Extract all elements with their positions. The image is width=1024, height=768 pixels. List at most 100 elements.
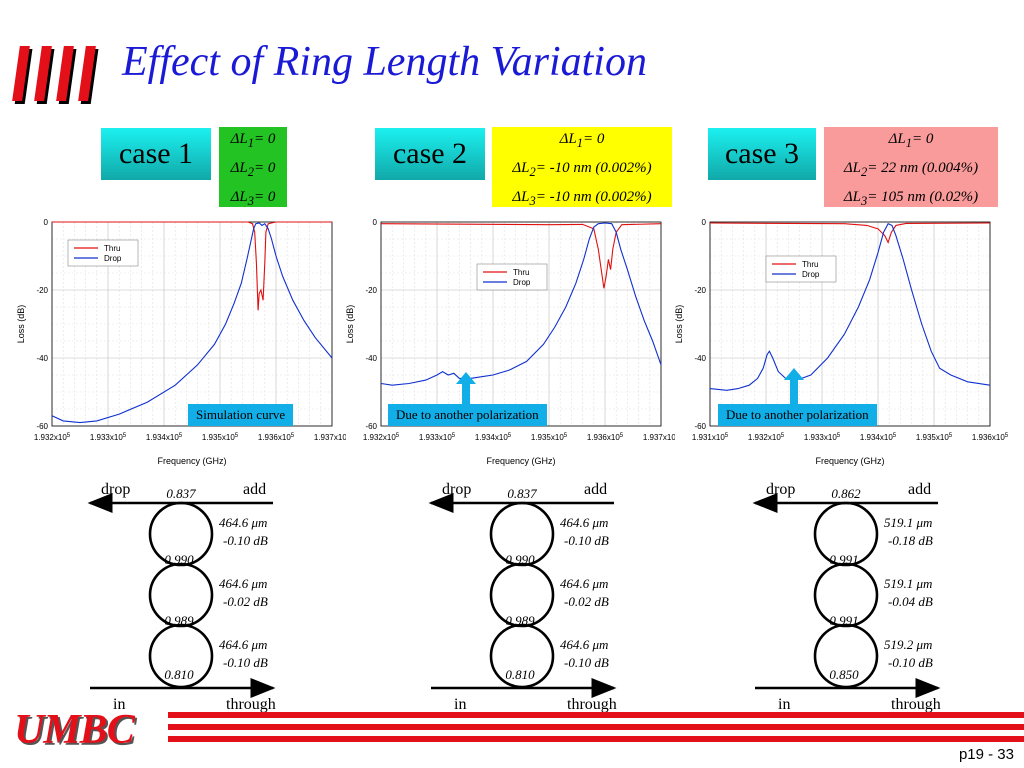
- delta-symbol: ΔL3=: [512, 189, 550, 208]
- x-tick-label: 1.932x105: [748, 433, 785, 442]
- y-tick-label: -20: [36, 286, 48, 295]
- case-2-label: case 2: [375, 128, 485, 180]
- y-tick-label: -40: [694, 354, 706, 363]
- ring-resonator: [148, 623, 214, 689]
- case-2-param-2: -10 nm (0.002%): [549, 160, 652, 176]
- legend-box: [67, 239, 139, 267]
- ring-loss: -0.10 dB: [564, 655, 609, 670]
- y-tick-label: 0: [44, 218, 49, 227]
- ring-length: 519.1 μm: [884, 515, 932, 530]
- delta-symbol: ΔL1=: [230, 131, 268, 150]
- ring-loss: -0.10 dB: [564, 533, 609, 548]
- ring-loss: -0.10 dB: [223, 655, 268, 670]
- x-tick-label: 1.931x105: [692, 433, 729, 442]
- x-tick-label: 1.932x105: [34, 433, 71, 442]
- coupling-coefficient: 0.990: [164, 552, 194, 567]
- chart-svg: 0 -20 -40 -60 1.932x105 1.933x105 1.934x105 1.9…: [16, 218, 351, 466]
- logo-stripe: [12, 46, 30, 101]
- series-line-thru: [380, 223, 662, 289]
- case-1-label: case 1: [101, 128, 211, 180]
- delta-symbol: ΔL2=: [230, 160, 268, 179]
- ring-loss: -0.02 dB: [223, 594, 268, 609]
- legend-label: Drop: [513, 278, 531, 287]
- ring-diagram-case-3: 519.1 μm -0.18 dB 519.1 μm -0.04 dB 519.2 μm…: [752, 481, 941, 713]
- chart-case-2: 0 -20 -40 -60 1.932x105 1.933x105 1.934x105 1.9…: [345, 212, 680, 470]
- port-add: add: [243, 481, 266, 498]
- logo-stripe: [34, 46, 52, 101]
- delta-symbol: ΔL2=: [843, 160, 882, 179]
- annotation-simulation: Simulation curve: [188, 404, 294, 426]
- y-tick-label: 0: [702, 218, 707, 227]
- series-line-drop: [51, 222, 333, 424]
- legend-label: Drop: [104, 254, 122, 263]
- x-tick-label: 1.934x105: [475, 433, 512, 442]
- coupling-coefficient: 0.990: [505, 552, 535, 567]
- ring-diagram-case-1: 464.6 μm -0.10 dB 464.6 μm -0.02 dB 464.6 μm…: [87, 481, 276, 713]
- arrow-up-icon: [456, 372, 476, 406]
- annotation-polarization-3: Due to another polarization: [718, 404, 877, 426]
- legend-label: Thru: [513, 268, 529, 277]
- x-tick-label: 1.936x105: [587, 433, 624, 442]
- ring-length: 464.6 μm: [560, 637, 608, 652]
- coupling-coefficient: 0.810: [164, 667, 194, 682]
- delta-symbol: ΔL3=: [230, 189, 268, 208]
- ring-length: 464.6 μm: [219, 637, 267, 652]
- footer-stripe: [168, 712, 1024, 718]
- footer-stripe: [168, 736, 1024, 742]
- case-3-params: ΔL1= 0 ΔL2= 22 nm (0.004%) ΔL3= 105 nm (…: [824, 127, 998, 208]
- x-axis-label: Frequency (GHz): [157, 456, 226, 466]
- ring-length: 464.6 μm: [219, 515, 267, 530]
- x-tick-label: 1.936x105: [258, 433, 295, 442]
- y-tick-label: -60: [36, 422, 48, 431]
- series-line-thru: [709, 222, 991, 244]
- case-2-params: ΔL1= 0 ΔL2= -10 nm (0.002%) ΔL3= -10 nm …: [492, 127, 672, 208]
- y-tick-label: -40: [365, 354, 377, 363]
- case-3-param-2: 22 nm (0.004%): [881, 160, 979, 176]
- port-in: in: [454, 696, 466, 713]
- ring-loss: -0.18 dB: [888, 533, 933, 548]
- coupling-coefficient: 0.837: [166, 486, 196, 501]
- x-axis-label: Frequency (GHz): [486, 456, 555, 466]
- x-tick-label: 1.937x105: [643, 433, 675, 442]
- port-through: through: [567, 696, 617, 713]
- case-3-param-1: 0: [925, 131, 934, 147]
- chart-case-1: 0 -20 -40 -60 1.932x105 1.933x105 1.934x105 1.9…: [16, 212, 351, 470]
- x-tick-label: 1.935x105: [531, 433, 568, 442]
- legend-box: [765, 255, 837, 283]
- x-tick-label: 1.933x105: [804, 433, 841, 442]
- coupling-coefficient: 0.837: [507, 486, 537, 501]
- x-tick-label: 1.935x105: [916, 433, 953, 442]
- case-2-param-1: 0: [596, 131, 605, 147]
- legend-label: Drop: [802, 270, 820, 279]
- port-add: add: [908, 481, 931, 498]
- ring-loss: -0.10 dB: [888, 655, 933, 670]
- port-drop: drop: [766, 481, 795, 498]
- ring-resonator: [813, 623, 879, 689]
- case-1-param-2: 0: [267, 160, 276, 176]
- chart-svg: 0 -20 -40 -60 1.932x105 1.933x105 1.934x105 1.9…: [345, 218, 680, 466]
- plot-frame: [380, 221, 662, 427]
- y-tick-label: 0: [373, 218, 378, 227]
- logo-stripe: [78, 46, 96, 101]
- delta-symbol: ΔL2=: [512, 160, 550, 179]
- ring-length: 519.1 μm: [884, 576, 932, 591]
- case-2-param-3: -10 nm (0.002%): [549, 189, 652, 205]
- y-axis-label: Loss (dB): [345, 305, 355, 344]
- ring-length: 464.6 μm: [219, 576, 267, 591]
- delta-symbol: ΔL1=: [559, 131, 597, 150]
- y-tick-label: -60: [694, 422, 706, 431]
- plot-frame: [709, 221, 991, 427]
- case-1-param-1: 0: [267, 131, 276, 147]
- port-in: in: [113, 696, 125, 713]
- page-number: p19 - 33: [958, 746, 1014, 763]
- port-through: through: [891, 696, 941, 713]
- ring-loss: -0.04 dB: [888, 594, 933, 609]
- x-tick-label: 1.933x105: [419, 433, 456, 442]
- y-tick-label: -20: [694, 286, 706, 295]
- ring-length: 464.6 μm: [560, 576, 608, 591]
- x-tick-label: 1.935x105: [202, 433, 239, 442]
- x-tick-label: 1.933x105: [90, 433, 127, 442]
- x-tick-label: 1.934x105: [146, 433, 183, 442]
- case-3-param-3: 105 nm (0.02%): [881, 189, 979, 205]
- port-add: add: [584, 481, 607, 498]
